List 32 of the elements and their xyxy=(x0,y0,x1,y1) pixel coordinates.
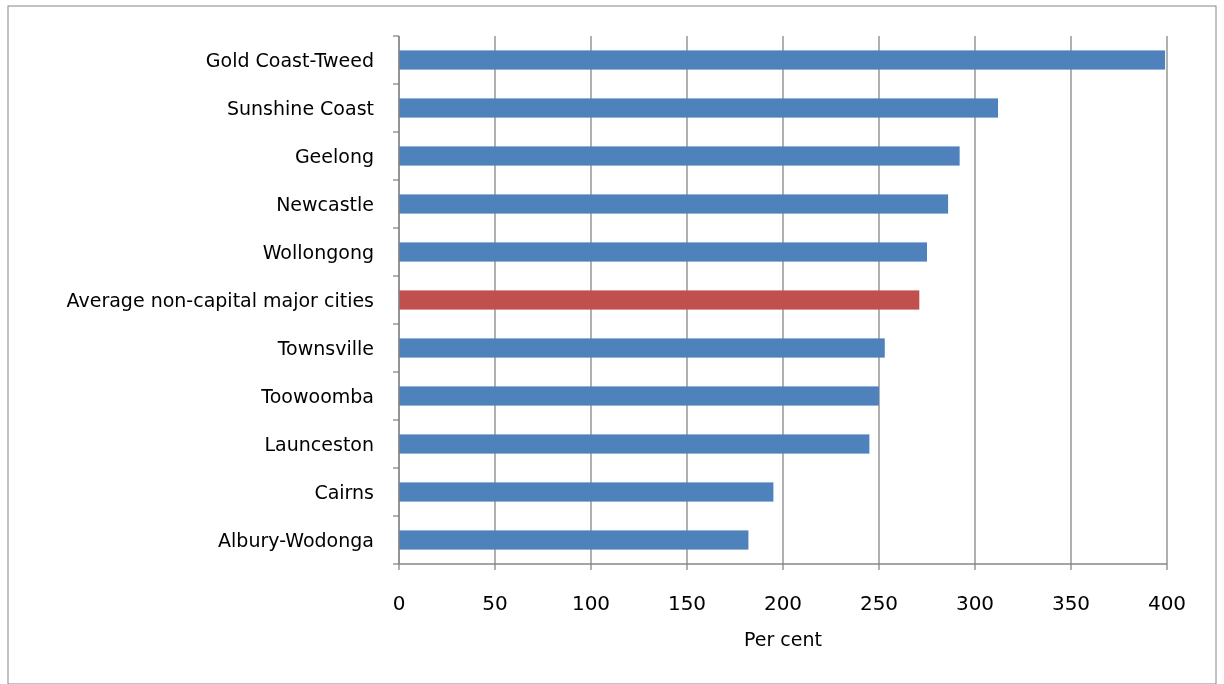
x-tick-label: 150 xyxy=(667,591,707,615)
y-tick-label: Toowoomba xyxy=(260,384,374,407)
bar xyxy=(399,50,1166,70)
y-tick-label: Geelong xyxy=(294,144,374,167)
bar xyxy=(399,242,927,262)
x-tick-label: 100 xyxy=(571,591,611,615)
y-tick-label: Townsville xyxy=(276,336,374,359)
x-tick-label: 200 xyxy=(763,591,803,615)
x-axis-title: Per cent xyxy=(744,628,822,650)
y-tick-label: Average non-capital major cities xyxy=(66,288,374,311)
bar xyxy=(399,434,870,454)
bar xyxy=(399,338,885,358)
y-tick-label: Newcastle xyxy=(276,192,374,215)
x-tick-label: 0 xyxy=(392,591,406,615)
x-tick-label: 300 xyxy=(955,591,995,615)
x-tick-label: 250 xyxy=(859,591,899,615)
y-tick-label: Launceston xyxy=(264,432,374,455)
bar xyxy=(399,386,879,406)
y-tick-label: Sunshine Coast xyxy=(226,96,374,119)
bar xyxy=(399,146,960,166)
y-tick-label: Gold Coast-Tweed xyxy=(205,48,374,71)
y-tick-label: Wollongong xyxy=(262,240,374,263)
x-tick-label: 50 xyxy=(482,591,508,615)
bar xyxy=(399,194,949,214)
y-tick-label: Cairns xyxy=(314,480,374,503)
y-tick-label: Albury-Wodonga xyxy=(218,528,374,551)
bar xyxy=(399,482,774,502)
x-tick-label: 350 xyxy=(1051,591,1091,615)
bar xyxy=(399,290,920,310)
x-tick-label: 400 xyxy=(1147,591,1187,615)
bar xyxy=(399,530,749,550)
bar xyxy=(399,98,999,118)
